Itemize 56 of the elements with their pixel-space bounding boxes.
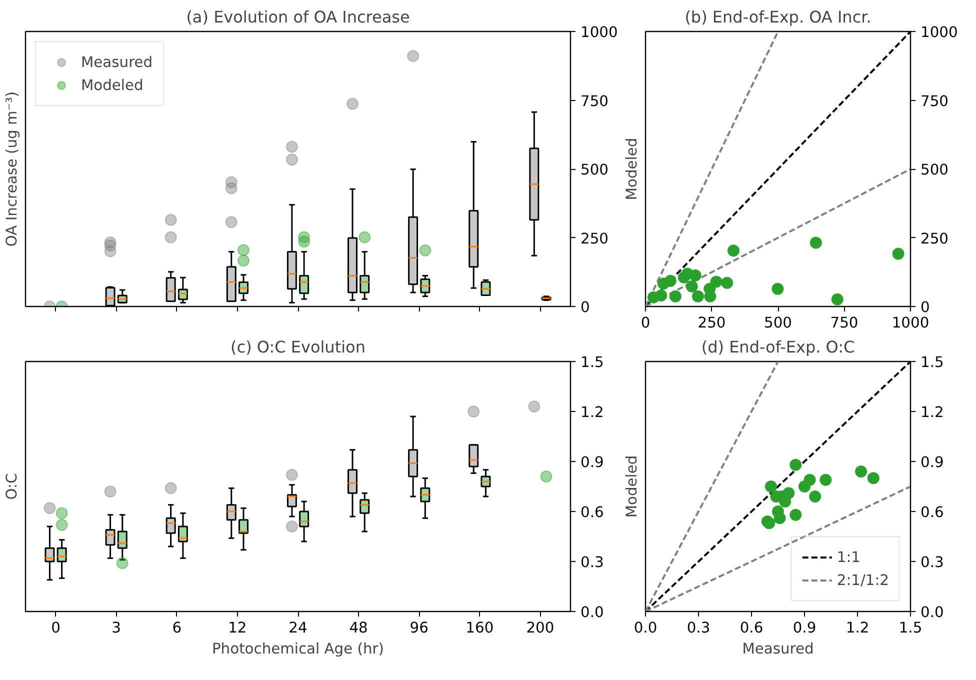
y-tick-label: 0.0 <box>920 604 944 621</box>
y-tick-label: 1.5 <box>920 354 944 371</box>
x-tick-label: 1.5 <box>898 620 922 636</box>
y-tick-label: 0.3 <box>920 554 944 571</box>
y-tick-label: 250 <box>580 230 608 248</box>
y-tick-label: 500 <box>920 162 948 178</box>
x-tick-label: 0 <box>51 620 60 636</box>
x-axis-title: Photochemical Age (hr) <box>212 640 384 658</box>
x-tick-label: 1.2 <box>846 620 870 636</box>
y-tick-label: 1000 <box>580 24 618 41</box>
y-tick-label: 0.6 <box>580 504 604 521</box>
y-tick-label: 0 <box>920 299 930 316</box>
y-tick-label: 0.3 <box>580 554 604 571</box>
y-tick-label: 1.2 <box>580 404 604 421</box>
y-tick-label: 1.5 <box>580 354 604 371</box>
x-tick-label: 6 <box>172 620 182 636</box>
y-tick-label: 0.6 <box>920 504 944 521</box>
x-tick-label: 1000 <box>892 314 930 332</box>
chart-title: (d) End-of-Exp. O:C <box>701 338 855 356</box>
x-axis-title: Measured <box>742 640 814 658</box>
x-tick-label: 160 <box>466 620 494 636</box>
x-tick-label: 0.0 <box>634 620 658 636</box>
x-tick-label: 0.6 <box>740 620 764 636</box>
y-axis-title: OA Increase (ug m⁻³) <box>4 91 20 247</box>
x-tick-label: 24 <box>288 620 308 636</box>
x-tick-label: 200 <box>526 620 554 636</box>
legend-label: Measured <box>81 54 153 70</box>
y-tick-label: 1000 <box>920 24 958 41</box>
y-axis-title: O:C <box>4 473 20 500</box>
y-tick-label: 0.9 <box>920 454 944 471</box>
y-tick-label: 0.9 <box>580 454 604 471</box>
y-axis-title: Modeled <box>624 138 640 200</box>
chart-title: (c) O:C Evolution <box>230 338 366 356</box>
x-tick-label: 0.3 <box>686 620 710 636</box>
x-tick-label: 48 <box>349 620 368 636</box>
legend-label: 2:1/1:2 <box>836 572 889 588</box>
x-tick-label: 0 <box>640 314 650 332</box>
y-tick-label: 0 <box>580 299 590 316</box>
y-tick-label: 750 <box>580 92 608 110</box>
x-tick-label: 0.9 <box>792 620 816 636</box>
chart-title: (a) Evolution of OA Increase <box>186 8 410 26</box>
y-tick-label: 500 <box>580 162 608 178</box>
legend-label: 1:1 <box>836 548 860 566</box>
legend-label: Modeled <box>81 76 144 94</box>
x-tick-label: 12 <box>228 620 247 636</box>
y-tick-label: 750 <box>920 92 948 110</box>
chart-title: (b) End-of-Exp. OA Incr. <box>684 8 872 26</box>
y-tick-label: 1.2 <box>920 404 944 421</box>
y-tick-label: 250 <box>920 230 948 248</box>
y-axis-title: Modeled <box>624 455 640 518</box>
y-tick-label: 0.0 <box>580 604 604 621</box>
x-tick-label: 750 <box>830 314 858 332</box>
x-tick-label: 250 <box>698 314 726 332</box>
x-tick-label: 96 <box>410 620 428 636</box>
x-tick-label: 3 <box>112 620 121 636</box>
x-tick-label: 500 <box>764 314 792 332</box>
